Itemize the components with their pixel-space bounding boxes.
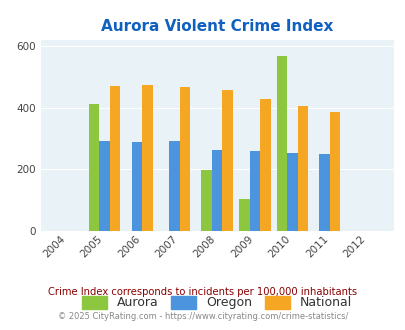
Bar — [88, 104, 99, 231]
Bar — [239, 199, 249, 231]
Bar — [109, 86, 120, 231]
Bar — [131, 143, 142, 231]
Text: Crime Index corresponds to incidents per 100,000 inhabitants: Crime Index corresponds to incidents per… — [48, 287, 357, 297]
Bar — [249, 151, 260, 231]
Bar — [169, 141, 179, 231]
Bar — [319, 154, 329, 231]
Legend: Aurora, Oregon, National: Aurora, Oregon, National — [77, 291, 356, 314]
Bar — [99, 141, 109, 231]
Bar — [297, 106, 307, 231]
Bar — [179, 87, 190, 231]
Bar — [142, 85, 152, 231]
Bar — [286, 153, 297, 231]
Bar — [276, 56, 286, 231]
Text: © 2025 CityRating.com - https://www.cityrating.com/crime-statistics/: © 2025 CityRating.com - https://www.city… — [58, 312, 347, 321]
Bar — [260, 99, 270, 231]
Bar — [201, 171, 211, 231]
Bar — [329, 112, 340, 231]
Title: Aurora Violent Crime Index: Aurora Violent Crime Index — [101, 19, 333, 34]
Bar — [222, 90, 232, 231]
Bar — [211, 150, 222, 231]
